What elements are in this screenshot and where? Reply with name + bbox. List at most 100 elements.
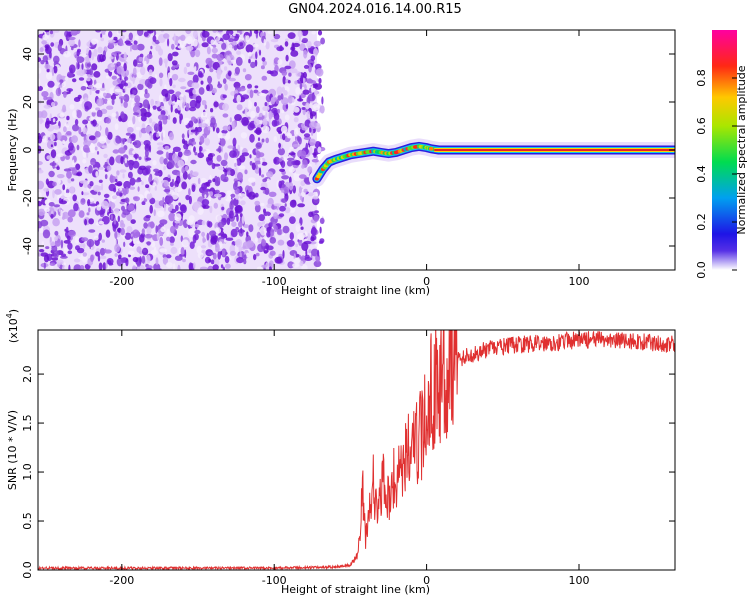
heatmap-noise-cell bbox=[49, 262, 56, 266]
heatmap-noise-cell bbox=[264, 187, 270, 195]
heatmap-noise-cell bbox=[86, 77, 91, 82]
heatmap-noise-cell bbox=[217, 67, 222, 75]
heatmap-noise-cell bbox=[220, 174, 226, 182]
heatmap-noise-cell bbox=[268, 191, 277, 197]
heatmap-noise-cell bbox=[103, 193, 110, 198]
heatmap-noise-cell bbox=[201, 231, 206, 237]
heatmap-noise-cell bbox=[260, 158, 263, 165]
heatmap-noise-cell bbox=[319, 105, 325, 114]
heatmap-noise-cell bbox=[96, 98, 104, 107]
heatmap-noise-cell bbox=[90, 161, 96, 166]
heatmap-noise-cell bbox=[132, 67, 137, 76]
heatmap-noise-cell bbox=[273, 109, 278, 116]
heatmap-noise-cell bbox=[197, 71, 203, 78]
heatmap-noise-cell bbox=[114, 253, 118, 257]
heatmap-noise-cell bbox=[107, 100, 111, 104]
heatmap-noise-cell bbox=[317, 249, 320, 257]
heatmap-noise-cell bbox=[290, 202, 297, 206]
heatmap-noise-cell bbox=[149, 77, 157, 84]
heatmap-noise-cell bbox=[200, 245, 207, 249]
heatmap-noise-cell bbox=[235, 238, 243, 248]
heatmap-noise-cell bbox=[40, 219, 49, 227]
heatmap-noise-cell bbox=[123, 52, 127, 61]
heatmap-noise-cell bbox=[230, 228, 238, 238]
heatmap-noise-cell bbox=[38, 200, 43, 207]
heatmap-noise-cell bbox=[304, 257, 313, 261]
heatmap-noise-cell bbox=[171, 73, 179, 81]
heatmap-noise-cell bbox=[228, 60, 232, 66]
heatmap-noise-cell bbox=[43, 104, 52, 109]
heatmap-noise-cell bbox=[280, 160, 286, 169]
heatmap-noise-cell bbox=[206, 84, 210, 92]
heatmap-noise-cell bbox=[174, 108, 179, 114]
heatmap-noise-cell bbox=[215, 243, 220, 253]
heatmap-noise-cell bbox=[303, 76, 306, 85]
colorbar-tick-label: 0.0 bbox=[695, 261, 708, 279]
heatmap-noise-cell bbox=[121, 30, 127, 33]
heatmap-noise-cell bbox=[289, 68, 298, 74]
heatmap-noise-cell bbox=[53, 55, 60, 64]
heatmap-noise-cell bbox=[149, 197, 156, 205]
heatmap-noise-cell bbox=[97, 191, 101, 196]
heatmap-noise-cell bbox=[88, 207, 91, 213]
heatmap-noise-cell bbox=[261, 174, 265, 178]
heatmap-y-tick-label: 20 bbox=[21, 95, 34, 109]
heatmap-noise-cell bbox=[282, 250, 285, 259]
heatmap-noise-cell bbox=[273, 212, 278, 220]
heatmap-noise-cell bbox=[318, 77, 322, 84]
heatmap-noise-cell bbox=[255, 150, 261, 159]
heatmap-noise-cell bbox=[292, 97, 295, 103]
heatmap-noise-cell bbox=[152, 105, 157, 110]
heatmap-noise-cell bbox=[91, 85, 94, 92]
heatmap-noise-cell bbox=[263, 250, 268, 254]
heatmap-noise-cell bbox=[295, 243, 298, 248]
heatmap-noise-cell bbox=[98, 232, 102, 241]
heatmap-noise-cell bbox=[72, 159, 75, 166]
heatmap-noise-cell bbox=[297, 30, 303, 38]
heatmap-noise-cell bbox=[270, 228, 275, 237]
heatmap-noise-cell bbox=[301, 107, 306, 110]
heatmap-noise-cell bbox=[302, 37, 308, 43]
heatmap-noise-cell bbox=[38, 169, 44, 174]
heatmap-noise-cell bbox=[124, 85, 127, 92]
heatmap-noise-cell bbox=[92, 119, 97, 127]
heatmap-noise-cell bbox=[226, 190, 232, 196]
heatmap-noise-cell bbox=[285, 103, 289, 110]
heatmap-noise-cell bbox=[279, 205, 286, 212]
heatmap-noise-cell bbox=[89, 181, 94, 187]
heatmap-noise-cell bbox=[61, 82, 66, 88]
heatmap-noise-cell bbox=[42, 229, 51, 239]
heatmap-noise-cell bbox=[112, 223, 117, 232]
heatmap-noise-cell bbox=[86, 212, 90, 216]
heatmap-noise-cell bbox=[127, 204, 135, 211]
heatmap-noise-cell bbox=[145, 214, 151, 219]
heatmap-noise-cell bbox=[271, 119, 278, 127]
heatmap-noise-cell bbox=[166, 195, 174, 204]
heatmap-noise-cell bbox=[199, 146, 203, 152]
heatmap-noise-cell bbox=[109, 156, 115, 166]
heatmap-noise-cell bbox=[307, 232, 310, 241]
heatmap-noise-cell bbox=[204, 118, 210, 124]
heatmap-noise-cell bbox=[232, 137, 237, 147]
heatmap-noise-cell bbox=[293, 111, 300, 116]
heatmap-noise-cell bbox=[123, 101, 128, 108]
heatmap-noise-cell bbox=[264, 102, 268, 107]
heatmap-noise-cell bbox=[309, 121, 317, 130]
heatmap-noise-cell bbox=[146, 254, 151, 264]
heatmap-noise-cell bbox=[119, 96, 126, 100]
heatmap-noise-cell bbox=[186, 62, 191, 67]
heatmap-noise-cell bbox=[105, 117, 111, 124]
heatmap-noise-cell bbox=[74, 119, 79, 126]
heatmap-noise-cell bbox=[41, 40, 47, 45]
heatmap-noise-cell bbox=[67, 250, 73, 255]
heatmap-noise-cell bbox=[224, 256, 230, 264]
heatmap-noise-cell bbox=[150, 98, 155, 106]
heatmap-noise-cell bbox=[312, 103, 321, 111]
heatmap-noise-cell bbox=[50, 42, 55, 47]
heatmap-noise-cell bbox=[131, 229, 140, 239]
snr-scale-exponent: 4 bbox=[5, 313, 14, 318]
heatmap-noise-cell bbox=[55, 158, 58, 163]
heatmap-noise-cell bbox=[159, 78, 163, 87]
heatmap-noise-cell bbox=[189, 241, 195, 249]
